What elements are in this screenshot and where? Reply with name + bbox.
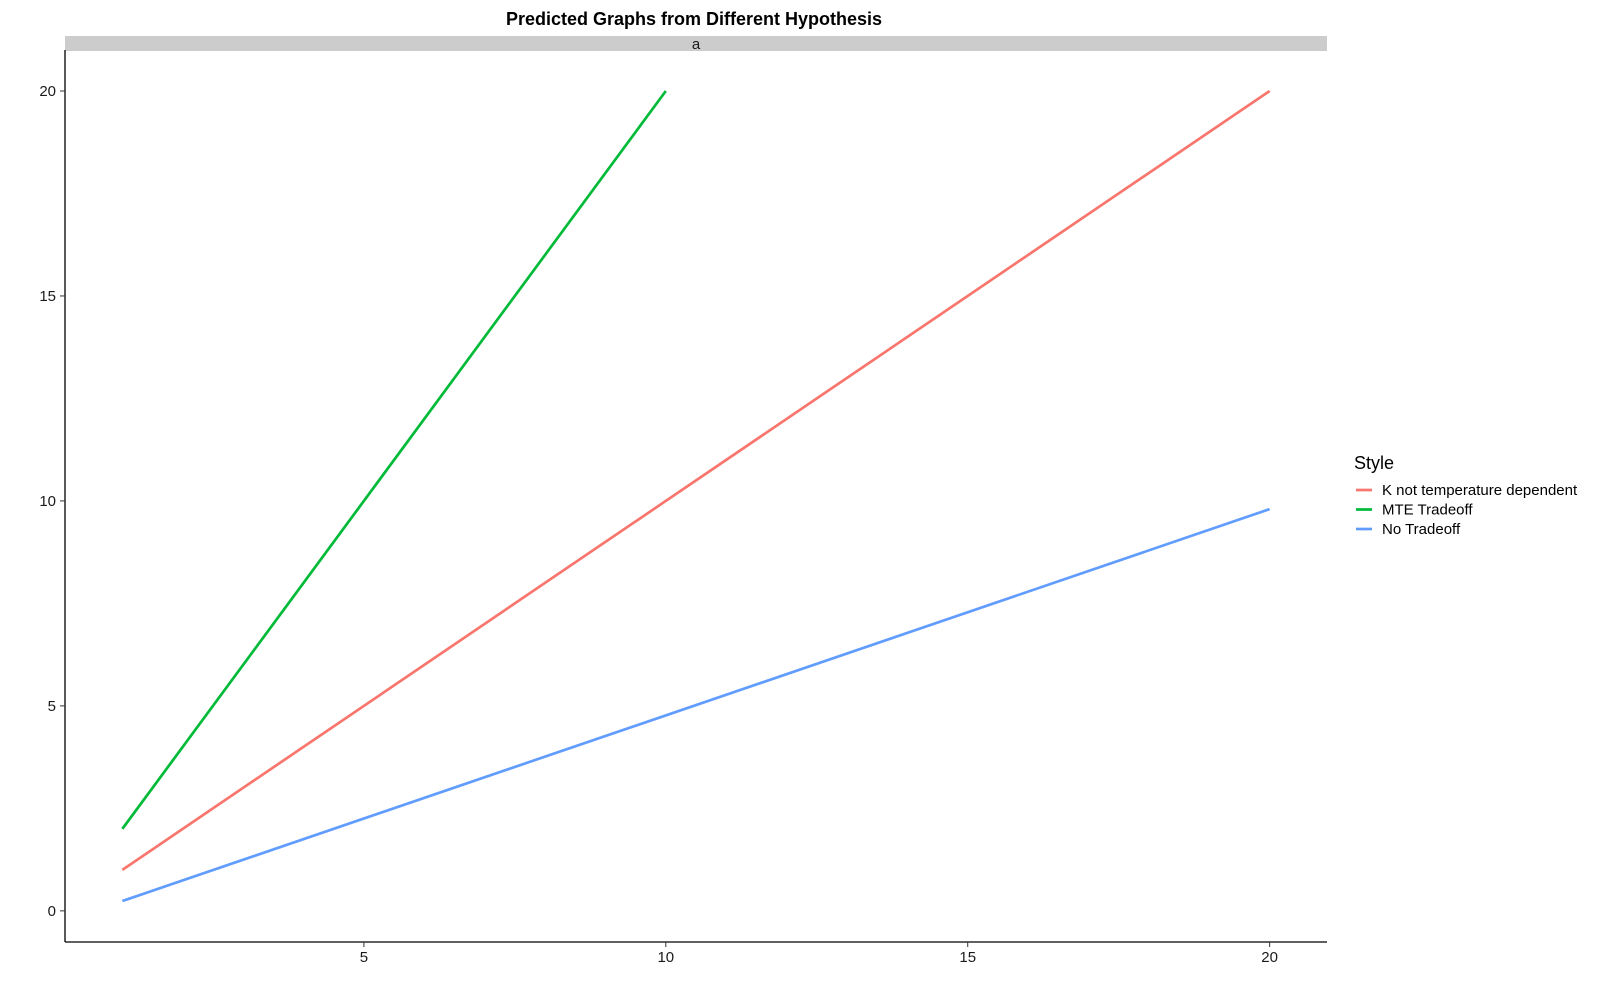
x-tick-label: 10 [657, 949, 674, 966]
y-tick-label: 5 [48, 698, 56, 715]
series-line-no-tradeoff [121, 507, 1271, 903]
legend-item-no-tradeoff: No Tradeoff [1356, 521, 1461, 538]
legend-items: K not temperature dependent MTE Tradeoff N… [1356, 482, 1578, 538]
plot-area [121, 89, 1271, 903]
series-line-k-not-temperature-dependent [121, 89, 1271, 871]
y-tick-label: 20 [39, 83, 56, 100]
legend-label: No Tradeoff [1382, 521, 1461, 538]
y-tick-label: 15 [39, 288, 56, 305]
x-tick-label: 20 [1261, 949, 1278, 966]
x-tick-label: 5 [360, 949, 368, 966]
series-line-mte-tradeoff [121, 90, 667, 830]
legend-title: Style [1354, 453, 1394, 473]
legend-item-mte-tradeoff: MTE Tradeoff [1356, 502, 1473, 519]
x-axis-ticks: 5 10 15 20 [360, 942, 1278, 966]
y-tick-label: 10 [39, 493, 56, 510]
facet-strip [65, 36, 1327, 51]
chart-title: Predicted Graphs from Different Hypothes… [506, 9, 882, 29]
legend-label: K not temperature dependent [1382, 482, 1578, 499]
legend-item-k-not-temperature-dependent: K not temperature dependent [1356, 482, 1578, 499]
x-tick-label: 15 [959, 949, 976, 966]
facet-strip-label: a [692, 36, 701, 53]
y-axis-ticks: 0 5 10 15 20 [39, 83, 65, 920]
legend: Style K not temperature dependent MTE Tra… [1354, 453, 1578, 538]
y-tick-label: 0 [48, 903, 56, 920]
legend-label: MTE Tradeoff [1382, 502, 1473, 519]
